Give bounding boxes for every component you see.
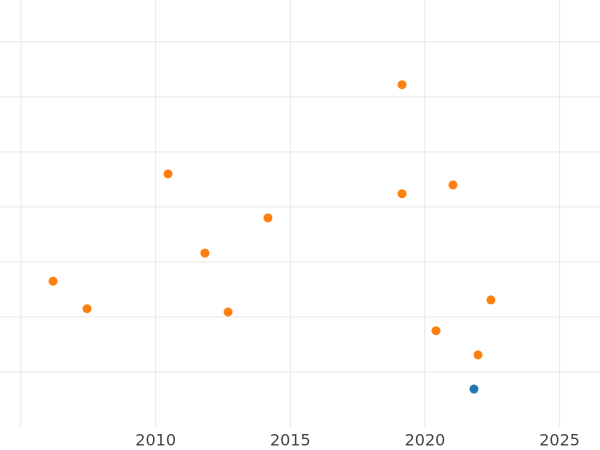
point (397, 189, 407, 199)
x-tick-label: 2020 (405, 431, 446, 450)
x-tick-label: 2015 (270, 431, 311, 450)
x-tick-label: 2025 (539, 431, 580, 450)
point (448, 180, 458, 190)
point (223, 307, 233, 317)
point (200, 248, 210, 258)
point (163, 169, 173, 179)
point (431, 326, 441, 336)
point (473, 350, 483, 360)
point (263, 213, 273, 223)
point (82, 304, 92, 314)
point (469, 384, 479, 394)
point (397, 80, 407, 90)
x-tick-label: 2010 (135, 431, 176, 450)
point (486, 295, 496, 305)
point (48, 276, 58, 286)
